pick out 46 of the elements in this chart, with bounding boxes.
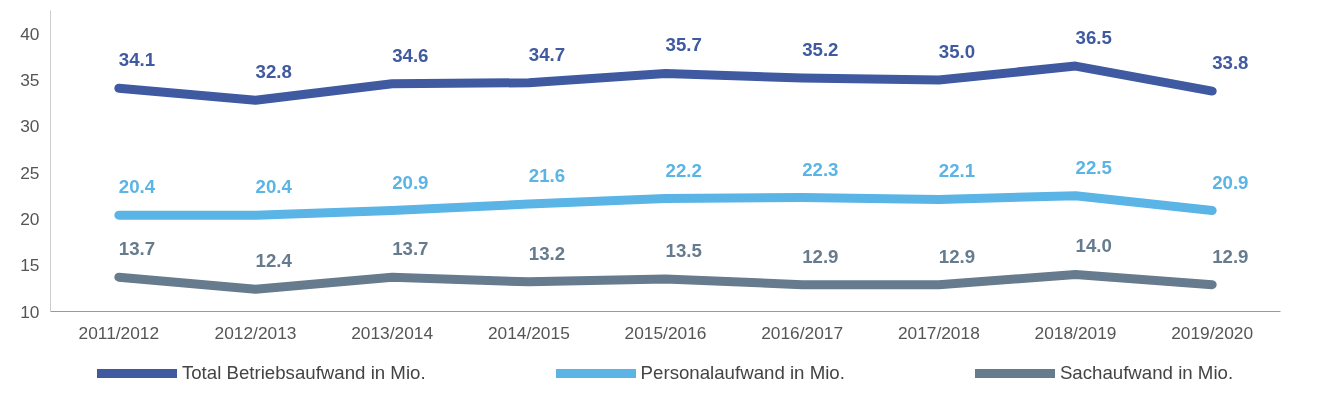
data-label: 13.2	[528, 242, 566, 264]
x-tick-label: 2015/2016	[624, 322, 707, 343]
data-label: 20.9	[1212, 171, 1249, 193]
x-tick-label: 2016/2017	[761, 322, 844, 343]
y-tick-label: 40	[20, 23, 40, 44]
y-tick-label: 25	[20, 162, 40, 183]
legend-label: Sachaufwand in Mio.	[1059, 361, 1234, 384]
data-label: 12.9	[802, 245, 839, 267]
data-label: 20.9	[392, 171, 429, 193]
data-label: 34.1	[118, 49, 156, 71]
x-tick-label: 2019/2020	[1171, 322, 1254, 343]
data-label: 35.2	[802, 39, 839, 61]
data-label: 22.3	[802, 158, 839, 180]
y-tick-label: 30	[20, 116, 40, 137]
y-tick-label: 15	[20, 255, 40, 276]
data-label: 13.7	[118, 238, 156, 260]
data-label: 13.5	[665, 240, 702, 262]
x-tick-label: 2012/2013	[214, 322, 297, 343]
data-label: 34.6	[392, 44, 429, 66]
data-label: 32.8	[255, 61, 292, 83]
x-tick-label: 2014/2015	[487, 322, 570, 343]
data-label: 21.6	[528, 165, 566, 187]
x-tick-label: 2013/2014	[351, 322, 434, 343]
data-label: 35.0	[938, 40, 976, 62]
data-label: 13.7	[392, 238, 429, 260]
y-tick-label: 20	[20, 208, 40, 229]
data-label: 34.7	[528, 43, 566, 65]
legend-label: Personalaufwand in Mio.	[640, 361, 845, 384]
data-label: 36.5	[1075, 27, 1112, 49]
data-label: 22.5	[1075, 156, 1112, 178]
data-label: 12.9	[1212, 245, 1249, 267]
x-tick-label: 2017/2018	[897, 322, 980, 343]
x-tick-label: 2011/2012	[78, 322, 160, 343]
y-tick-label: 10	[20, 301, 40, 322]
data-label: 22.1	[938, 160, 976, 182]
x-tick-label: 2018/2019	[1034, 322, 1117, 343]
legend-label: Total Betriebsaufwand in Mio.	[181, 361, 426, 384]
data-label: 14.0	[1075, 235, 1112, 257]
data-label: 22.2	[665, 159, 702, 181]
data-label: 12.4	[255, 250, 293, 272]
data-label: 20.4	[255, 176, 293, 198]
data-label: 35.7	[665, 34, 702, 56]
data-label: 20.4	[118, 176, 156, 198]
data-label: 12.9	[938, 245, 976, 267]
y-tick-label: 35	[20, 69, 40, 90]
data-label: 33.8	[1212, 52, 1249, 74]
